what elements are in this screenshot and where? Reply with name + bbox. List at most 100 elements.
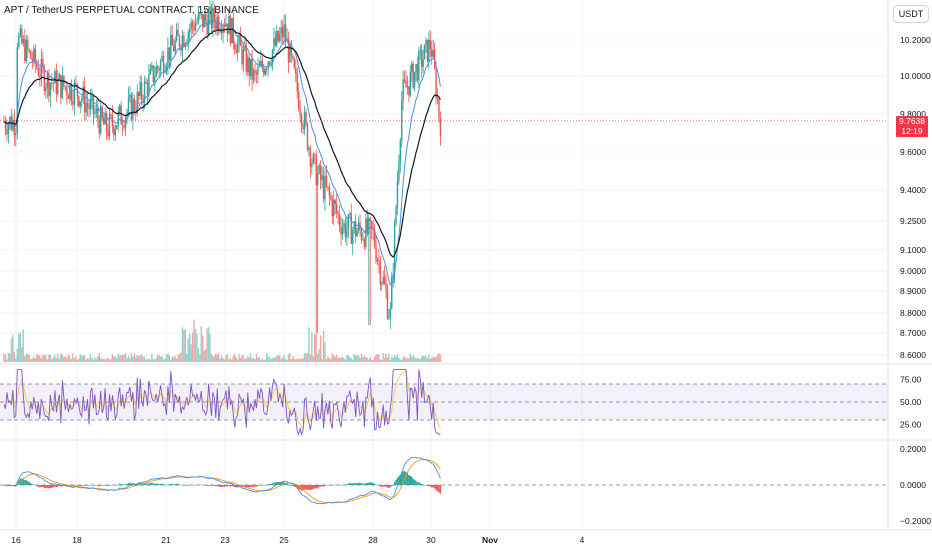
candle-body	[107, 132, 109, 137]
candle-body	[331, 198, 333, 217]
candle-body	[162, 55, 165, 73]
osc-histogram-bar	[100, 485, 102, 486]
volume-bar	[155, 358, 157, 362]
osc-histogram-bar	[116, 485, 118, 486]
osc-histogram-bar	[200, 484, 203, 486]
volume-bar	[4, 354, 7, 362]
volume-bar	[173, 357, 175, 362]
candle-body	[91, 95, 93, 100]
candle-body	[127, 97, 130, 112]
osc-histogram-bar	[54, 485, 56, 487]
volume-bar	[295, 359, 297, 362]
candle-body	[48, 73, 50, 96]
candle-body	[258, 66, 261, 67]
osc-histogram-bar	[24, 480, 26, 485]
volume-bar	[315, 330, 317, 362]
candle-body	[206, 20, 208, 35]
osc-histogram-bar	[303, 485, 306, 490]
osc-histogram-bar	[328, 484, 331, 486]
candle-body	[264, 69, 266, 75]
candle-body	[213, 8, 216, 23]
volume-bar	[392, 357, 394, 362]
osc-histogram-bar	[216, 485, 218, 487]
osc-histogram-bar	[399, 474, 402, 485]
osc-histogram-bar	[151, 482, 153, 485]
osc-histogram-bar	[215, 485, 217, 487]
candle-body	[309, 148, 312, 167]
candle-body	[207, 14, 210, 35]
volume-bar	[27, 353, 29, 362]
osc-histogram-bar	[422, 484, 424, 486]
volume-bar	[289, 353, 291, 362]
candle-body	[422, 59, 424, 67]
volume-bar	[16, 348, 19, 362]
candle-body	[433, 50, 436, 68]
volume-bar	[409, 353, 411, 362]
candle-body	[156, 66, 159, 69]
volume-bar	[218, 353, 220, 362]
candle-body	[123, 126, 125, 128]
candle-body	[188, 29, 191, 33]
osc-histogram-bar	[94, 485, 96, 486]
candle-body	[51, 83, 53, 84]
volume-bar	[132, 356, 134, 362]
osc-histogram-bar	[177, 483, 179, 485]
volume-bar	[260, 359, 262, 362]
volume-bar	[136, 355, 138, 362]
candle-body	[286, 38, 288, 41]
osc-histogram-bar	[138, 483, 140, 485]
osc-histogram-bar	[439, 485, 442, 494]
osc-histogram-bar	[306, 485, 309, 490]
candle-body	[184, 43, 187, 47]
candle-body	[111, 115, 114, 127]
osc-histogram-bar	[45, 485, 47, 489]
candles-group	[3, 0, 442, 333]
osc-histogram-bar	[248, 485, 250, 488]
candle-body	[357, 222, 360, 231]
osc-histogram-bar	[426, 485, 429, 487]
candle-body	[299, 109, 301, 116]
candle-body	[92, 95, 95, 115]
volume-bar	[422, 355, 424, 362]
osc-histogram-bar	[107, 485, 109, 487]
candle-body	[249, 58, 252, 76]
candle-body	[186, 42, 188, 44]
osc-histogram-bar	[247, 485, 249, 487]
volume-bar	[114, 356, 117, 362]
currency-button[interactable]: USDT	[893, 5, 929, 23]
osc-histogram-bar	[219, 485, 221, 487]
volume-bar	[91, 358, 93, 362]
osc-histogram-bar	[156, 483, 159, 485]
osc-histogram-bar	[130, 483, 133, 485]
candle-body	[330, 195, 332, 199]
volume-bar	[375, 354, 377, 362]
volume-bar	[280, 359, 282, 362]
volume-bar	[309, 354, 312, 362]
volume-bar	[3, 353, 5, 362]
osc-histogram-bar	[281, 482, 284, 485]
osc-histogram-bar	[353, 483, 355, 485]
volume-bar	[149, 359, 152, 362]
osc-histogram-bar	[321, 485, 323, 487]
osc-histogram-bar	[119, 483, 121, 485]
osc-histogram-bar	[318, 485, 320, 488]
osc-tick-label: 0.0000	[900, 480, 926, 490]
candle-body	[64, 86, 67, 88]
volume-bar	[152, 359, 155, 362]
candle-body	[432, 50, 434, 57]
volume-bar	[220, 355, 223, 362]
candle-body	[130, 94, 133, 120]
volume-bar	[48, 354, 50, 362]
candle-body	[235, 49, 237, 54]
candle-body	[289, 43, 291, 63]
volume-bar	[202, 335, 204, 362]
candle-body	[438, 99, 440, 118]
volume-bar	[66, 357, 68, 362]
osc-histogram-bar	[117, 484, 119, 485]
volume-bar	[365, 357, 367, 362]
osc-histogram-bar	[73, 485, 76, 486]
candle-body	[386, 290, 389, 319]
candle-body	[349, 213, 351, 215]
candle-body	[292, 55, 294, 59]
